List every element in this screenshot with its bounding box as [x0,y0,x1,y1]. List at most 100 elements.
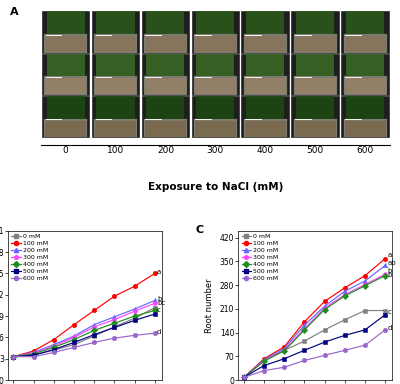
Bar [95,78,136,94]
Bar [345,119,362,121]
Bar [142,54,189,95]
Bar [344,76,386,95]
Text: C: C [195,225,204,235]
Bar [245,119,262,121]
Text: 0: 0 [63,146,68,155]
Bar [44,34,87,53]
Bar [146,96,184,119]
Bar [196,96,234,119]
Bar [145,78,186,94]
Bar [45,36,86,52]
Bar [194,76,237,95]
Bar [244,76,287,95]
Bar [291,96,339,137]
Bar [146,77,162,78]
Bar [94,119,137,137]
Bar [194,34,237,53]
Bar [142,11,189,53]
Bar [295,35,312,36]
Bar [45,121,86,137]
Text: bc: bc [157,300,165,306]
Bar [46,11,85,34]
Bar [345,77,362,78]
Text: 400: 400 [257,146,274,155]
Bar [96,11,134,34]
Bar [46,119,62,121]
Text: b: b [157,296,161,302]
Bar [294,76,337,95]
Text: a: a [157,269,161,275]
Bar [242,96,289,137]
Text: 600: 600 [356,146,374,155]
Text: A: A [10,7,18,17]
Bar [244,119,287,137]
Bar [345,36,386,52]
Bar [291,11,339,53]
Text: d: d [157,329,161,335]
Text: Exposure to NaCl (mM): Exposure to NaCl (mM) [148,182,283,192]
Text: c: c [387,309,391,315]
Text: ab: ab [387,260,396,266]
Bar [145,36,186,52]
Bar [142,96,189,137]
Bar [246,96,284,119]
Bar [296,11,334,34]
Bar [344,34,386,53]
Bar [146,119,162,121]
Bar [94,76,137,95]
Bar [242,11,289,53]
Bar [42,54,90,95]
Text: d: d [387,325,392,331]
Bar [344,119,386,137]
Bar [345,78,386,94]
Text: 21 d: 21 d [13,112,37,122]
Bar [195,35,212,36]
Bar [96,119,112,121]
Bar [96,77,112,78]
Bar [46,54,85,76]
Bar [46,77,62,78]
Bar [341,96,389,137]
Text: 100: 100 [107,146,124,155]
Y-axis label: Root number: Root number [205,278,214,333]
Bar [194,119,237,137]
Bar [246,11,284,34]
Bar [291,54,339,95]
Bar [42,96,90,137]
Bar [346,54,384,76]
Bar [42,11,90,53]
Text: 200: 200 [157,146,174,155]
Bar [92,54,139,95]
Bar [245,77,262,78]
Bar [195,77,212,78]
Bar [246,54,284,76]
Bar [294,119,337,137]
Bar [296,54,334,76]
Bar [46,96,85,119]
Bar [146,54,184,76]
Text: b: b [387,268,392,274]
Bar [195,36,236,52]
Bar [144,119,187,137]
Bar [294,34,337,53]
Bar [242,54,289,95]
Text: 12 d: 12 d [13,69,37,79]
Bar [94,34,137,53]
Bar [96,96,134,119]
Bar [195,119,212,121]
Bar [44,76,87,95]
Legend: 0 mM, 100 mM, 200 mM, 300 mM, 400 mM, 500 mM, 600 mM: 0 mM, 100 mM, 200 mM, 300 mM, 400 mM, 50… [240,233,280,282]
Bar [341,11,389,53]
Bar [95,36,136,52]
Bar [192,96,239,137]
Text: b: b [387,272,392,278]
Bar [296,96,334,119]
Bar [245,35,262,36]
Bar [196,11,234,34]
Bar [195,121,236,137]
Text: 500: 500 [306,146,324,155]
Bar [96,54,134,76]
Bar [145,121,186,137]
Bar [345,35,362,36]
Bar [146,11,184,34]
